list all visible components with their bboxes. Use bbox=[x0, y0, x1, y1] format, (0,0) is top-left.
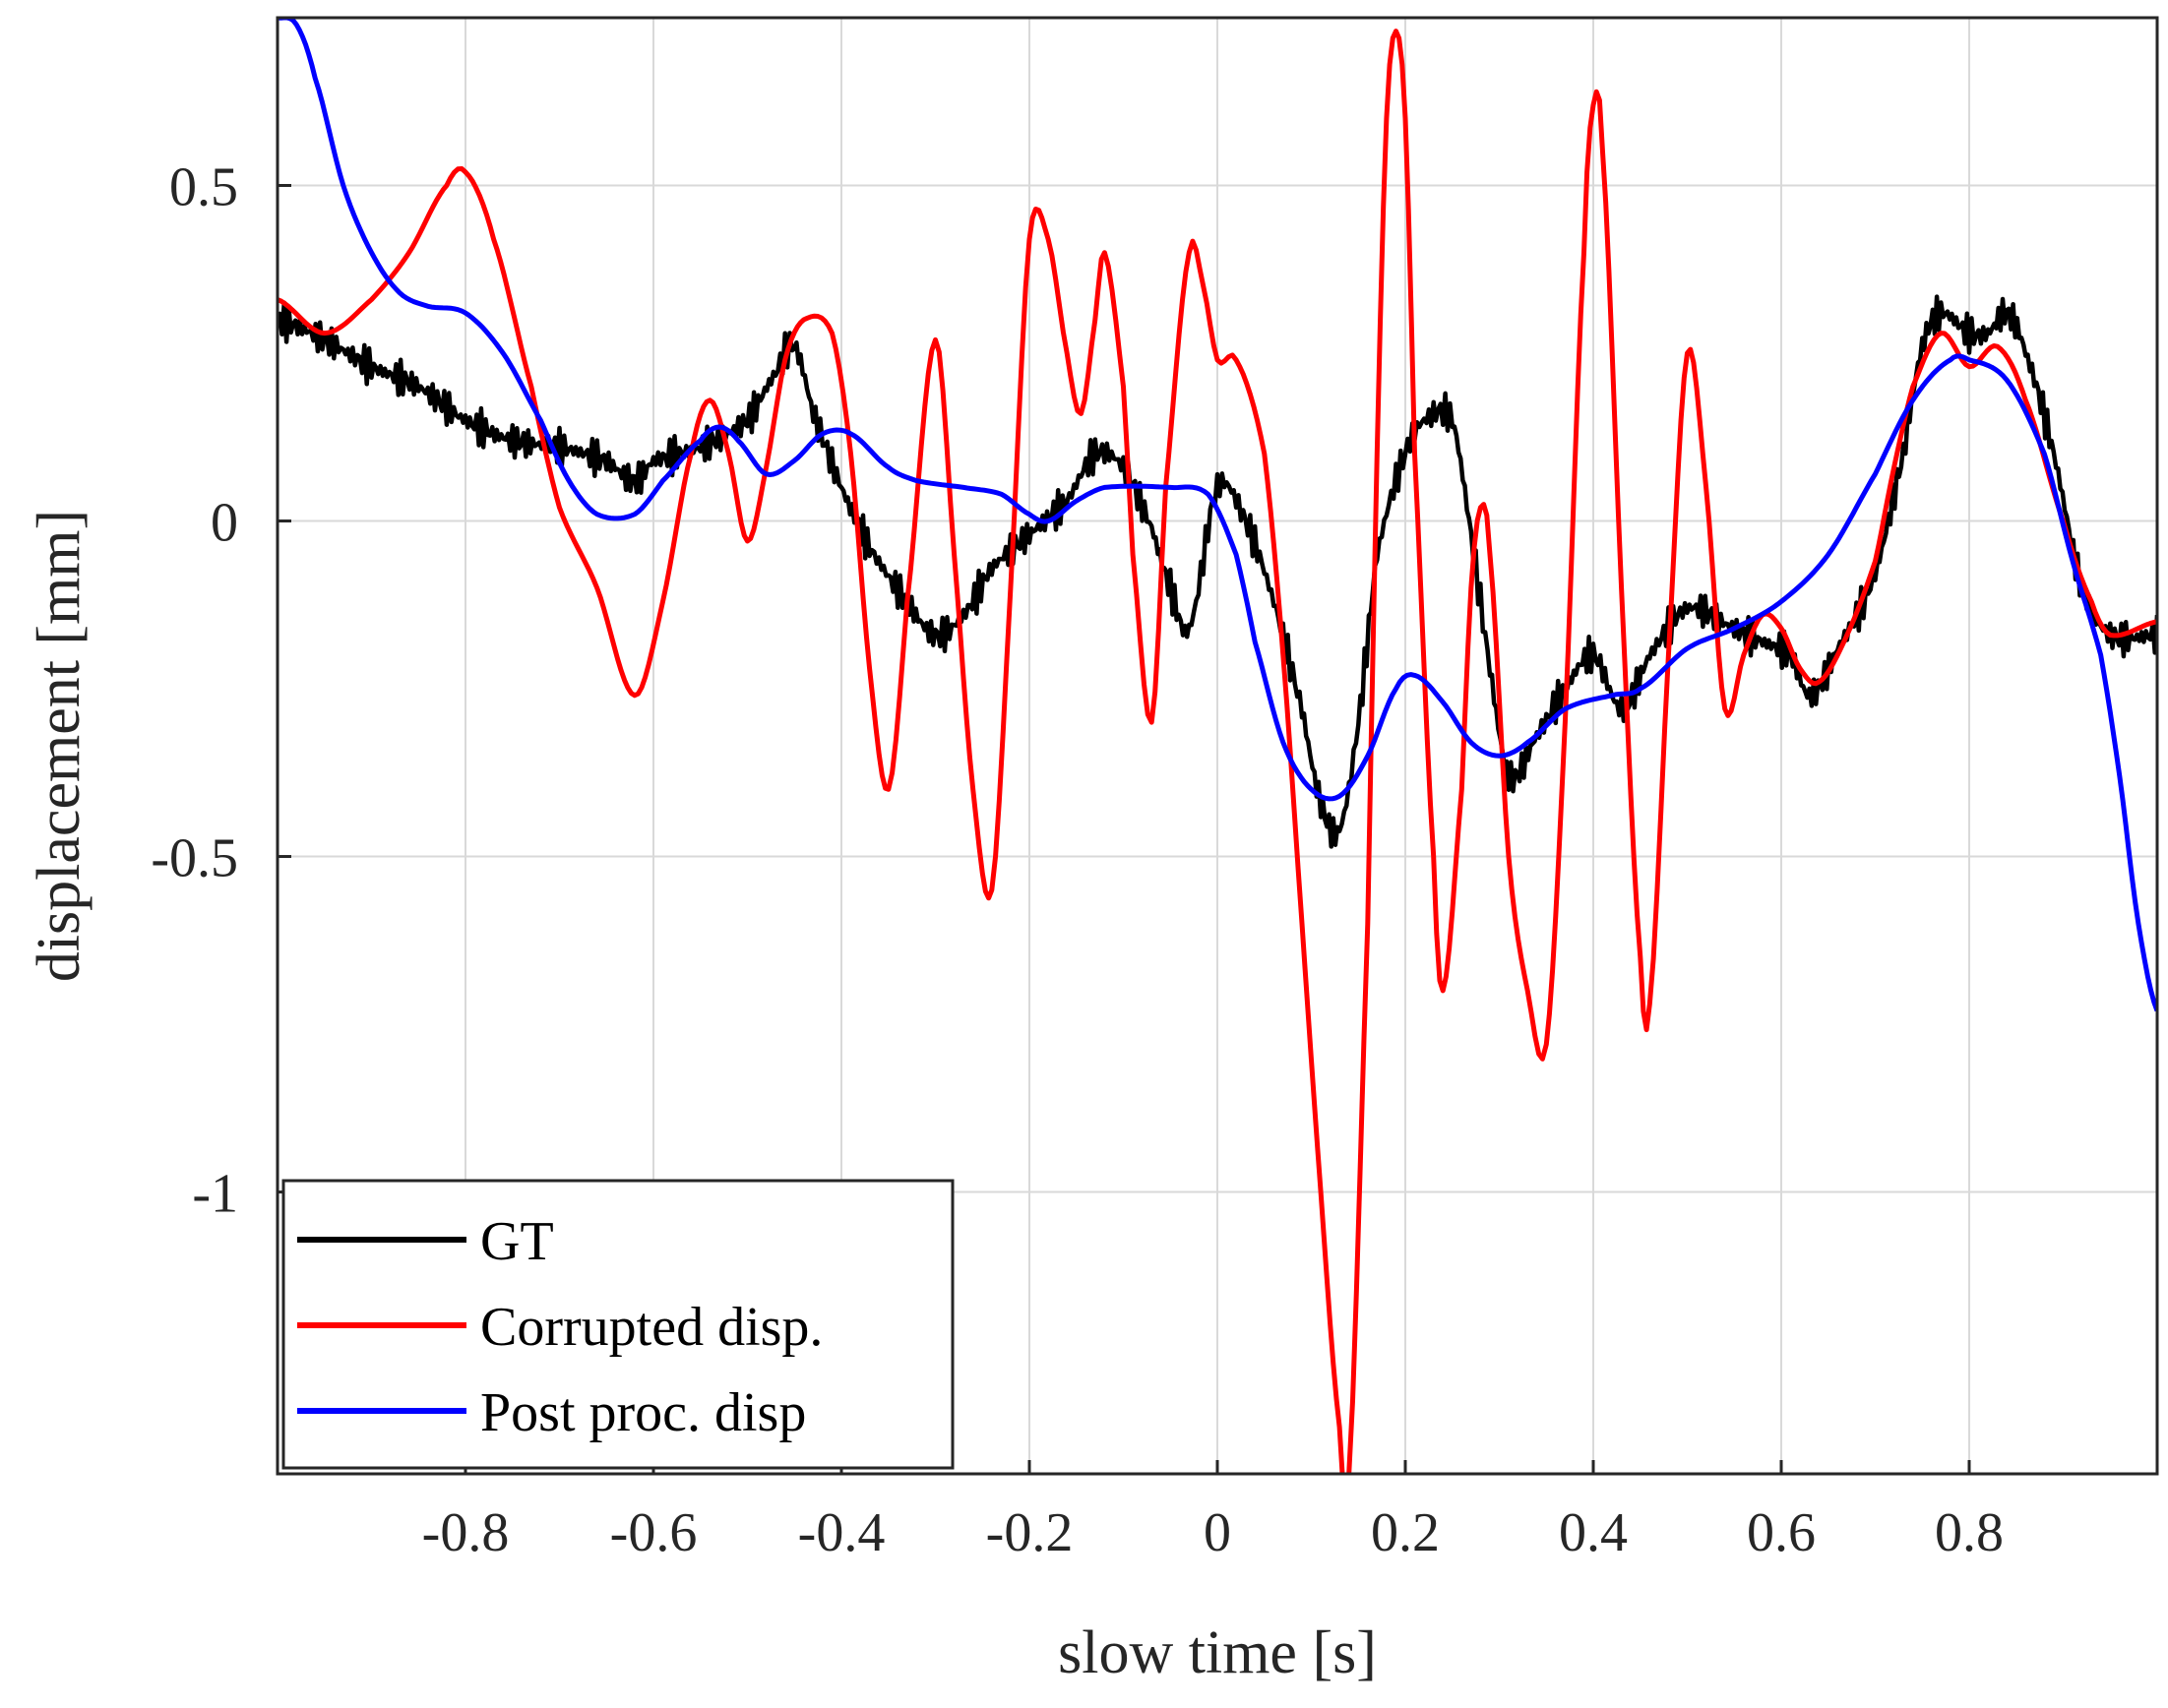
legend-label: Corrupted disp. bbox=[480, 1297, 823, 1358]
series-layer bbox=[278, 18, 2157, 1474]
x-tick-label: -0.6 bbox=[610, 1502, 698, 1563]
y-tick-label: -1 bbox=[192, 1164, 238, 1225]
legend-label: GT bbox=[480, 1211, 554, 1272]
series-line-3 bbox=[278, 18, 2157, 1012]
series-line-2 bbox=[278, 29, 2157, 1474]
y-tick-label: -0.5 bbox=[151, 828, 238, 889]
y-tick-label: 0 bbox=[211, 493, 238, 554]
x-tick-label: 0.8 bbox=[1935, 1502, 2004, 1563]
x-tick-labels: -0.8 -0.6 -0.4 -0.2 0 0.2 0.4 0.6 0.8 bbox=[422, 1460, 2004, 1563]
x-tick-label: 0.4 bbox=[1559, 1502, 1628, 1563]
x-tick-label: -0.8 bbox=[422, 1502, 510, 1563]
x-tick-label: -0.2 bbox=[986, 1502, 1074, 1563]
y-tick-labels: 0.5 0 -0.5 -1 bbox=[151, 157, 291, 1225]
y-tick-label: 0.5 bbox=[169, 157, 238, 218]
y-grid-lines bbox=[278, 184, 2157, 1193]
x-tick-label: 0.6 bbox=[1747, 1502, 1816, 1563]
y-axis-label: displacement [mm] bbox=[26, 510, 93, 982]
x-tick-label: -0.4 bbox=[798, 1502, 886, 1563]
legend-label: Post proc. disp bbox=[480, 1382, 806, 1443]
x-tick-label: 0.2 bbox=[1371, 1502, 1440, 1563]
x-tick-label: 0 bbox=[1204, 1502, 1231, 1563]
legend: GT Corrupted disp. Post proc. disp bbox=[281, 1179, 955, 1470]
x-axis-label: slow time [s] bbox=[1058, 1619, 1377, 1686]
